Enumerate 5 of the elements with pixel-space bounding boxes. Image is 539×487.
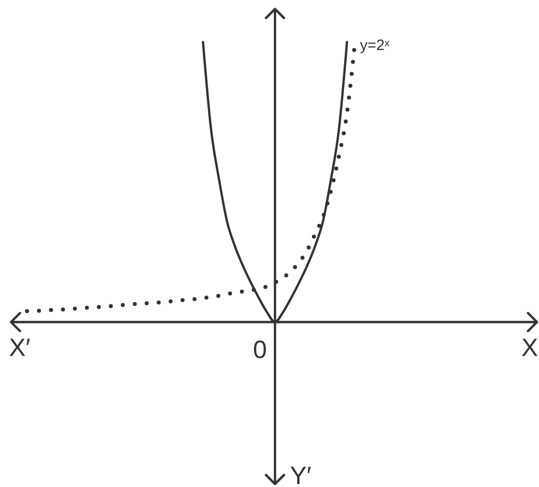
text: Y′	[290, 462, 312, 487]
text: X′	[9, 334, 31, 362]
series-label: y=2ˣ	[360, 37, 390, 54]
text: X	[521, 334, 538, 362]
text: 0	[253, 336, 267, 364]
